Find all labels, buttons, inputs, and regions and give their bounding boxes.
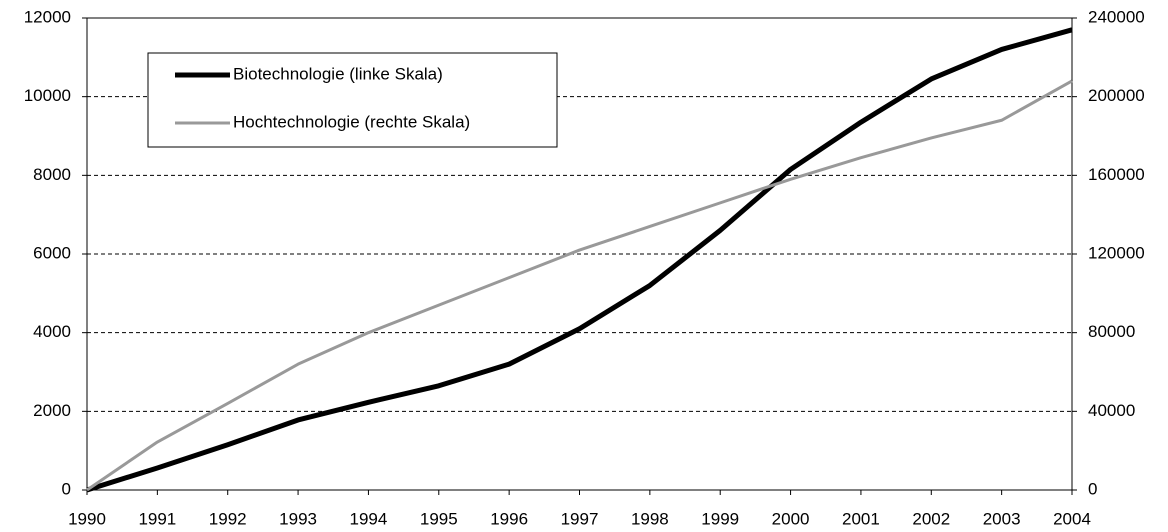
x-tick-label: 1997 (561, 509, 599, 528)
legend-box (147, 52, 558, 148)
x-tick-label: 1991 (138, 509, 176, 528)
x-tick-label: 1996 (490, 509, 528, 528)
y2-tick-label: 0 (1088, 479, 1097, 498)
y-tick-label: 10000 (24, 86, 71, 105)
x-tick-label: 1999 (701, 509, 739, 528)
y-tick-label: 2000 (33, 401, 71, 420)
series-line (86, 79, 1073, 492)
y2-tick-label: 160000 (1088, 165, 1145, 184)
x-tick-label: 1992 (209, 509, 247, 528)
y2-tick-label: 240000 (1088, 7, 1145, 26)
x-tick-label: 1993 (279, 509, 317, 528)
y2-tick-label: 40000 (1088, 401, 1135, 420)
x-tick-label: 2000 (772, 509, 810, 528)
y-tick-label: 6000 (33, 243, 71, 262)
y2-tick-label: 200000 (1088, 86, 1145, 105)
y-tick-label: 8000 (33, 165, 71, 184)
plot-border (86, 17, 1073, 491)
x-tick-label: 1998 (631, 509, 669, 528)
legend-label: Biotechnologie (linke Skala) (233, 64, 443, 83)
y2-tick-label: 80000 (1088, 322, 1135, 341)
y-tick-label: 0 (62, 479, 71, 498)
x-tick-label: 2004 (1053, 509, 1091, 528)
y-tick-label: 4000 (33, 322, 71, 341)
x-tick-label: 2002 (912, 509, 950, 528)
x-tick-label: 2003 (983, 509, 1021, 528)
x-tick-label: 1990 (68, 509, 106, 528)
x-tick-label: 2001 (842, 509, 880, 528)
y-tick-label: 12000 (24, 7, 71, 26)
series-line (86, 27, 1073, 493)
x-tick-label: 1995 (420, 509, 458, 528)
x-tick-label: 1994 (350, 509, 388, 528)
y2-tick-label: 120000 (1088, 243, 1145, 262)
legend-label: Hochtechnologie (rechte Skala) (233, 112, 470, 131)
